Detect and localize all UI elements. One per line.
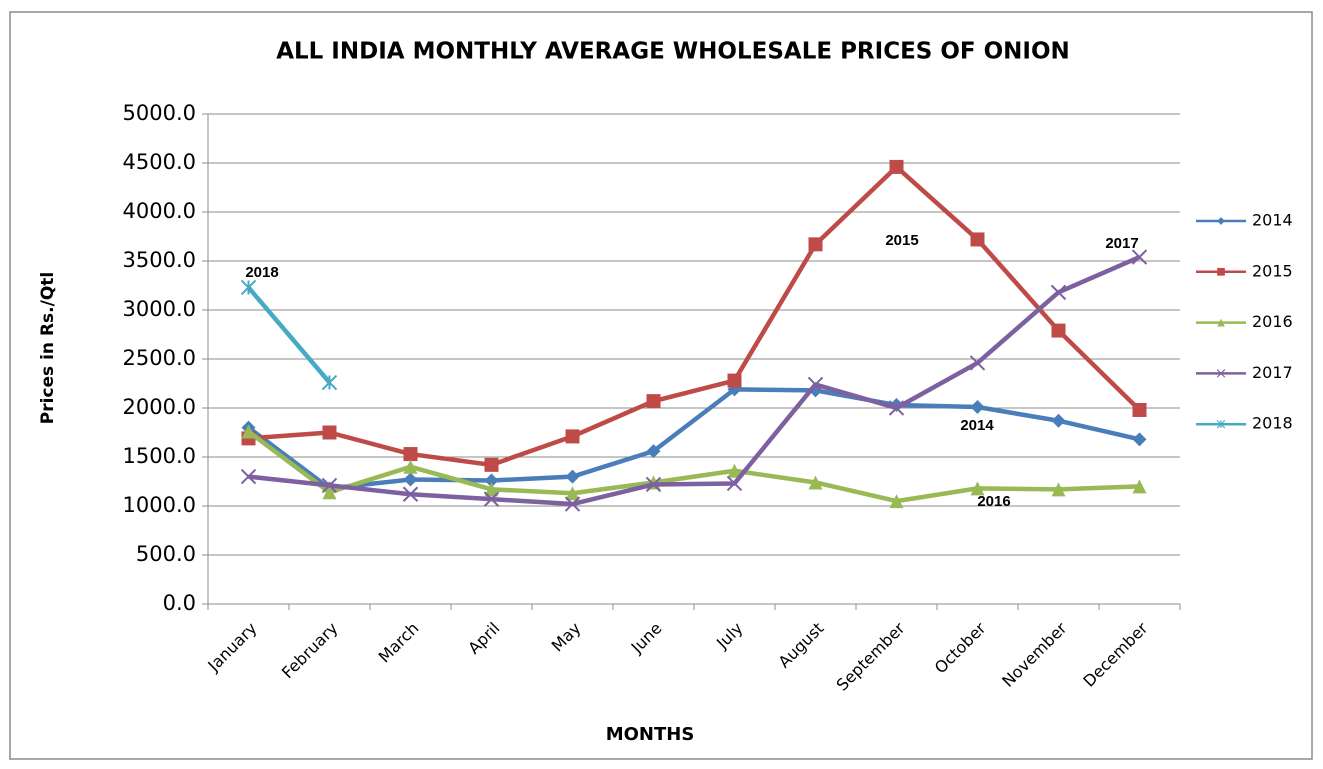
legend-label: 2017 (1252, 363, 1293, 382)
marker (403, 447, 418, 462)
marker (483, 491, 500, 507)
marker (565, 486, 580, 501)
marker (970, 481, 985, 496)
marker (1050, 284, 1067, 301)
marker (970, 232, 985, 247)
legend-marker (1216, 419, 1226, 429)
marker (241, 424, 256, 439)
y-tick-label: 1000.0 (123, 493, 196, 517)
marker (240, 279, 257, 296)
marker (322, 485, 337, 500)
marker (1131, 249, 1148, 265)
marker (1132, 402, 1147, 417)
annotation: 2014 (960, 417, 994, 434)
marker (970, 400, 985, 415)
marker (1132, 432, 1147, 447)
legend-label: 2018 (1252, 414, 1293, 433)
marker (1051, 323, 1066, 338)
y-tick-label: 3000.0 (123, 297, 196, 321)
marker (726, 475, 743, 492)
series-line (247, 429, 1140, 504)
marker (646, 394, 661, 409)
marker (322, 425, 337, 440)
marker (484, 482, 499, 497)
marker (1051, 482, 1066, 497)
y-tick-label: 4000.0 (123, 199, 196, 223)
marker (484, 457, 499, 472)
y-tick-label: 500.0 (136, 542, 196, 566)
marker (402, 486, 419, 502)
marker (321, 477, 338, 494)
y-tick-label: 4500.0 (123, 150, 196, 174)
legend-label: 2015 (1252, 261, 1293, 280)
marker (645, 476, 662, 493)
marker (889, 494, 904, 509)
marker (888, 400, 905, 416)
y-tick-label: 5000.0 (123, 101, 196, 125)
y-tick-label: 2500.0 (123, 346, 196, 370)
legend-label: 2014 (1252, 211, 1293, 230)
marker (889, 159, 904, 174)
marker (321, 374, 338, 391)
legend-label: 2016 (1252, 312, 1293, 331)
annotation: 2015 (885, 232, 918, 249)
marker (564, 496, 581, 512)
legend-marker (1217, 318, 1225, 327)
marker (969, 355, 986, 371)
marker (403, 459, 418, 474)
annotation: 2017 (1105, 235, 1138, 252)
legend-marker (1217, 267, 1225, 276)
chart-border (9, 11, 1313, 760)
marker (808, 237, 823, 252)
marker (808, 475, 823, 490)
chart-title: ALL INDIA MONTHLY AVERAGE WHOLESALE PRIC… (276, 39, 1070, 65)
marker (1051, 413, 1066, 428)
series-line (246, 286, 332, 384)
annotation: 2016 (977, 493, 1010, 510)
annotation: 2018 (245, 264, 278, 281)
marker (727, 463, 742, 478)
series-line (248, 164, 1142, 468)
marker (565, 429, 580, 444)
series-line (248, 255, 1141, 507)
marker (727, 373, 742, 388)
marker (1132, 479, 1147, 494)
marker (646, 444, 661, 459)
y-tick-label: 1500.0 (123, 444, 196, 468)
y-axis-label: Prices in Rs./Qtl (38, 272, 58, 424)
y-tick-label: 3500.0 (123, 248, 196, 272)
x-axis-label: MONTHS (606, 724, 695, 745)
series-line (247, 387, 1141, 491)
y-tick-label: 0.0 (163, 591, 196, 615)
legend-marker (1216, 369, 1226, 378)
y-tick-label: 2000.0 (123, 395, 196, 419)
marker (403, 472, 418, 487)
marker (484, 473, 499, 488)
marker (240, 468, 257, 485)
marker (565, 469, 580, 484)
marker (807, 376, 824, 393)
